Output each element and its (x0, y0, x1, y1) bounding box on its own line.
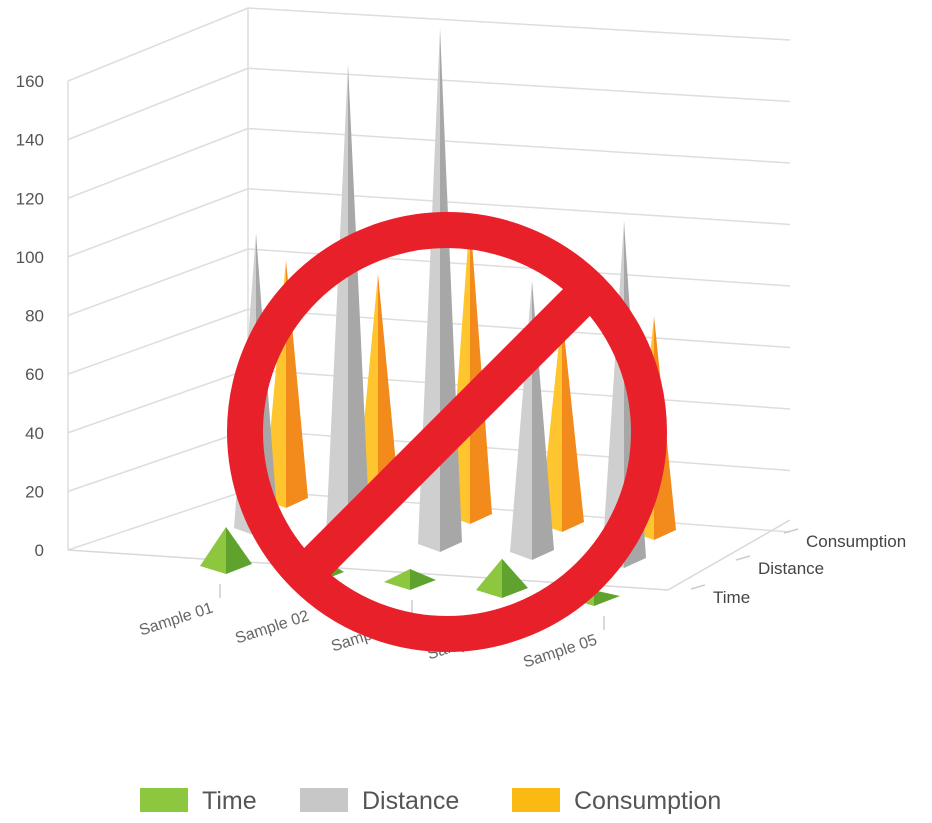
pyramid-face-dark (562, 314, 584, 532)
grid-line-left-4 (67, 248, 249, 317)
y-tick-label: 140 (16, 131, 44, 150)
grid-line-back-5 (247, 188, 791, 226)
y-tick-label: 80 (25, 307, 44, 326)
pyramid-face-dark (348, 64, 370, 544)
depth-label: Time (713, 588, 750, 607)
depth-tick (690, 584, 706, 590)
y-tick-label: 100 (16, 248, 44, 267)
grid-line-back-7 (247, 67, 791, 103)
pyramid-face-light (200, 527, 226, 574)
grid-line-back-8 (247, 7, 791, 41)
category-label: Sample 05 (521, 632, 599, 672)
legend: Time Distance Consumption (140, 787, 721, 815)
grid-line-back-6 (247, 127, 791, 164)
grid-line-left-0 (67, 489, 249, 551)
grid-line-left-1 (67, 429, 249, 493)
grid-line-left-7 (67, 67, 249, 141)
pyramid-face-light (510, 280, 532, 560)
grid-line-left-2 (67, 368, 249, 434)
prohibition-sign (227, 212, 667, 652)
depth-label: Distance (758, 559, 824, 578)
pyramid-face-dark (226, 527, 252, 574)
pyramid-face-dark (440, 27, 462, 552)
grid-line-left-5 (67, 188, 249, 258)
y-tick-label: 20 (25, 482, 44, 501)
pyramid-time-3 (476, 558, 528, 598)
legend-swatch-time (140, 788, 188, 812)
pyramid-time-0 (200, 527, 252, 574)
legend-label: Consumption (574, 787, 721, 815)
pyramid-face-dark (378, 274, 400, 516)
legend-swatch-distance (300, 788, 348, 812)
depth-tick (735, 555, 751, 561)
legend-label: Distance (362, 787, 459, 815)
category-label: Sample 01 (137, 600, 215, 640)
pyramid-distance-1 (326, 64, 370, 544)
y-tick-label: 60 (25, 365, 44, 384)
depth-tick (783, 528, 799, 534)
pyramid-time-2 (384, 569, 436, 590)
pyramid-face-dark (502, 558, 528, 598)
pyramid-face-dark (410, 569, 436, 590)
y-tick-label: 40 (25, 424, 44, 443)
prohibition-ring (227, 212, 667, 652)
y-axis: 0 20 40 60 80 100 120 140 160 (16, 72, 44, 560)
y-tick-label: 160 (16, 72, 44, 91)
prohibition-slash (297, 282, 597, 582)
category-label: Sample 02 (233, 608, 311, 648)
legend-swatch-consumption (512, 788, 560, 812)
legend-label: Time (202, 787, 257, 815)
depth-label: Consumption (806, 532, 906, 551)
grid-line-left-8 (67, 7, 249, 82)
floor-right (667, 519, 791, 591)
pyramid-face-dark (470, 216, 492, 524)
y-tick-label: 0 (35, 541, 44, 560)
pyramid-face-light (384, 569, 410, 590)
y-tick-label: 120 (16, 189, 44, 208)
depth-axis: Consumption Distance Time (690, 528, 906, 607)
grid-line-left-3 (67, 308, 249, 375)
pyramid-face-light (476, 558, 502, 598)
pyramid-face-light (326, 64, 348, 544)
grid-line-left-6 (67, 127, 249, 199)
pyramid-face-dark (594, 590, 620, 606)
